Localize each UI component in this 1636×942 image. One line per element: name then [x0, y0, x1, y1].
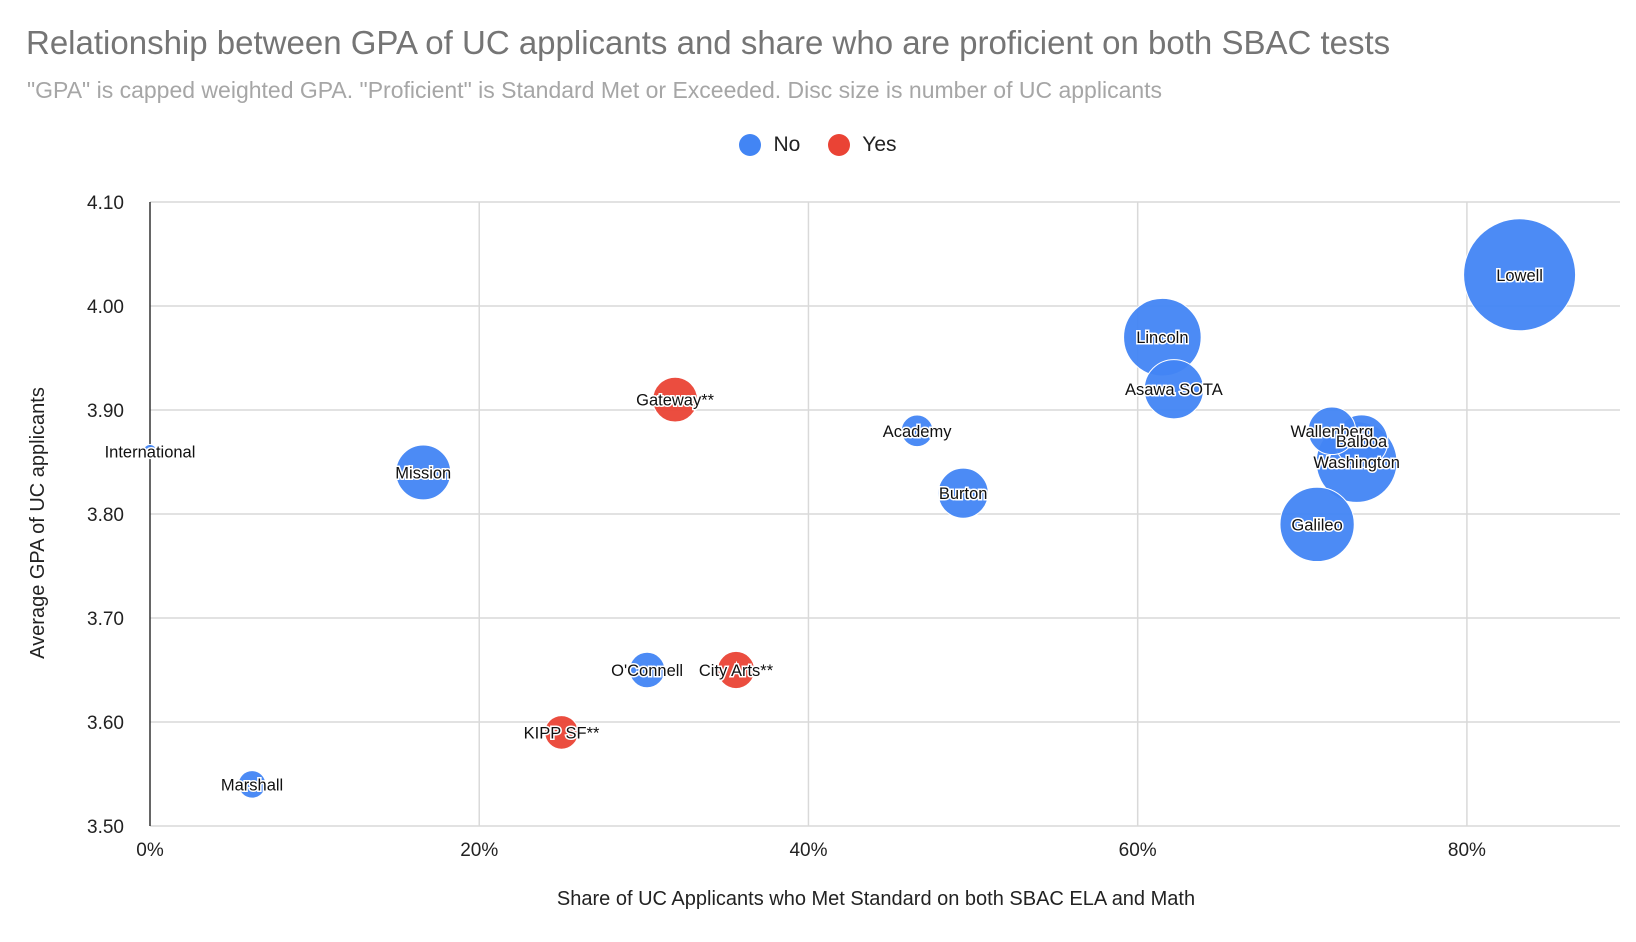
- y-tick-label: 4.00: [87, 297, 124, 318]
- bubble-label: Asawa SOTA: [1125, 381, 1223, 399]
- legend: No Yes: [0, 133, 1636, 157]
- y-tick-label: 3.80: [87, 505, 124, 526]
- bubble-label: O'Connell: [611, 662, 683, 680]
- bubble-academy[interactable]: [900, 414, 934, 448]
- gridlines: [149, 201, 1620, 827]
- tick-labels: 3.50 3.60 3.70 3.80 3.90 4.00 4.10 0% 20% 40% 60% 8…: [87, 193, 1486, 861]
- y-tick-label: 3.60: [87, 713, 124, 734]
- legend-item-yes[interactable]: Yes: [828, 133, 897, 157]
- bubble-mission[interactable]: [395, 444, 452, 501]
- bubble-burton[interactable]: [937, 467, 989, 519]
- bubble-international[interactable]: [142, 444, 158, 460]
- bubble-label: KIPP SF**: [524, 724, 600, 742]
- bubble-lowell[interactable]: [1463, 218, 1577, 332]
- bubble-label: Gateway**: [636, 392, 715, 410]
- bubble-label: Burton: [939, 485, 988, 503]
- bubble-marshall[interactable]: [237, 770, 267, 799]
- bubble-kipp-sf[interactable]: [544, 715, 579, 750]
- bubble-gateway[interactable]: [652, 376, 699, 423]
- legend-label-yes: Yes: [862, 133, 897, 156]
- y-tick-label: 4.10: [87, 193, 124, 214]
- bubble-wallenberg[interactable]: [1307, 406, 1357, 456]
- chart-subtitle: "GPA" is capped weighted GPA. "Proficien…: [27, 77, 1163, 103]
- y-axis-title: Average GPA of UC applicants: [27, 387, 49, 659]
- bubble-label: Galileo: [1291, 516, 1342, 534]
- x-tick-label: 60%: [1119, 840, 1157, 861]
- x-axis-title: Share of UC Applicants who Met Standard …: [557, 888, 1195, 910]
- bubble-label: City Arts**: [699, 662, 774, 680]
- chart-title: Relationship between GPA of UC applicant…: [26, 24, 1391, 61]
- bubble-label: Balboa: [1336, 433, 1388, 451]
- bubble-galileo[interactable]: [1279, 486, 1355, 563]
- bubble-label: Wallenberg: [1290, 423, 1373, 441]
- bubbles: [142, 218, 1577, 799]
- y-tick-label: 3.90: [87, 401, 124, 422]
- bubble-label: Lincoln: [1136, 329, 1188, 347]
- bubble-city-arts[interactable]: [716, 650, 756, 690]
- y-tick-label: 3.70: [87, 609, 124, 630]
- legend-label-no: No: [773, 133, 801, 156]
- x-tick-label: 40%: [789, 840, 827, 861]
- legend-swatch-yes: [828, 134, 851, 156]
- bubble-o-connell[interactable]: [628, 651, 666, 689]
- x-tick-label: 0%: [136, 840, 164, 861]
- y-tick-label: 3.50: [87, 817, 124, 838]
- bubble-label: Marshall: [221, 776, 283, 794]
- bubble-asawa-sota[interactable]: [1143, 359, 1205, 420]
- bubble-label: Lowell: [1496, 267, 1543, 285]
- bubble-label: Mission: [395, 464, 451, 482]
- x-tick-label: 20%: [460, 840, 498, 861]
- legend-item-no[interactable]: No: [739, 133, 800, 157]
- bubble-label: Washington: [1313, 454, 1400, 472]
- bubble-label: Academy: [883, 423, 953, 441]
- bubble-labels: International Marshall Mission KIPP SF** O'C…: [103, 265, 1544, 796]
- x-tick-label: 80%: [1448, 840, 1486, 861]
- bubble-label: International: [105, 444, 196, 462]
- legend-swatch-no: [739, 134, 762, 156]
